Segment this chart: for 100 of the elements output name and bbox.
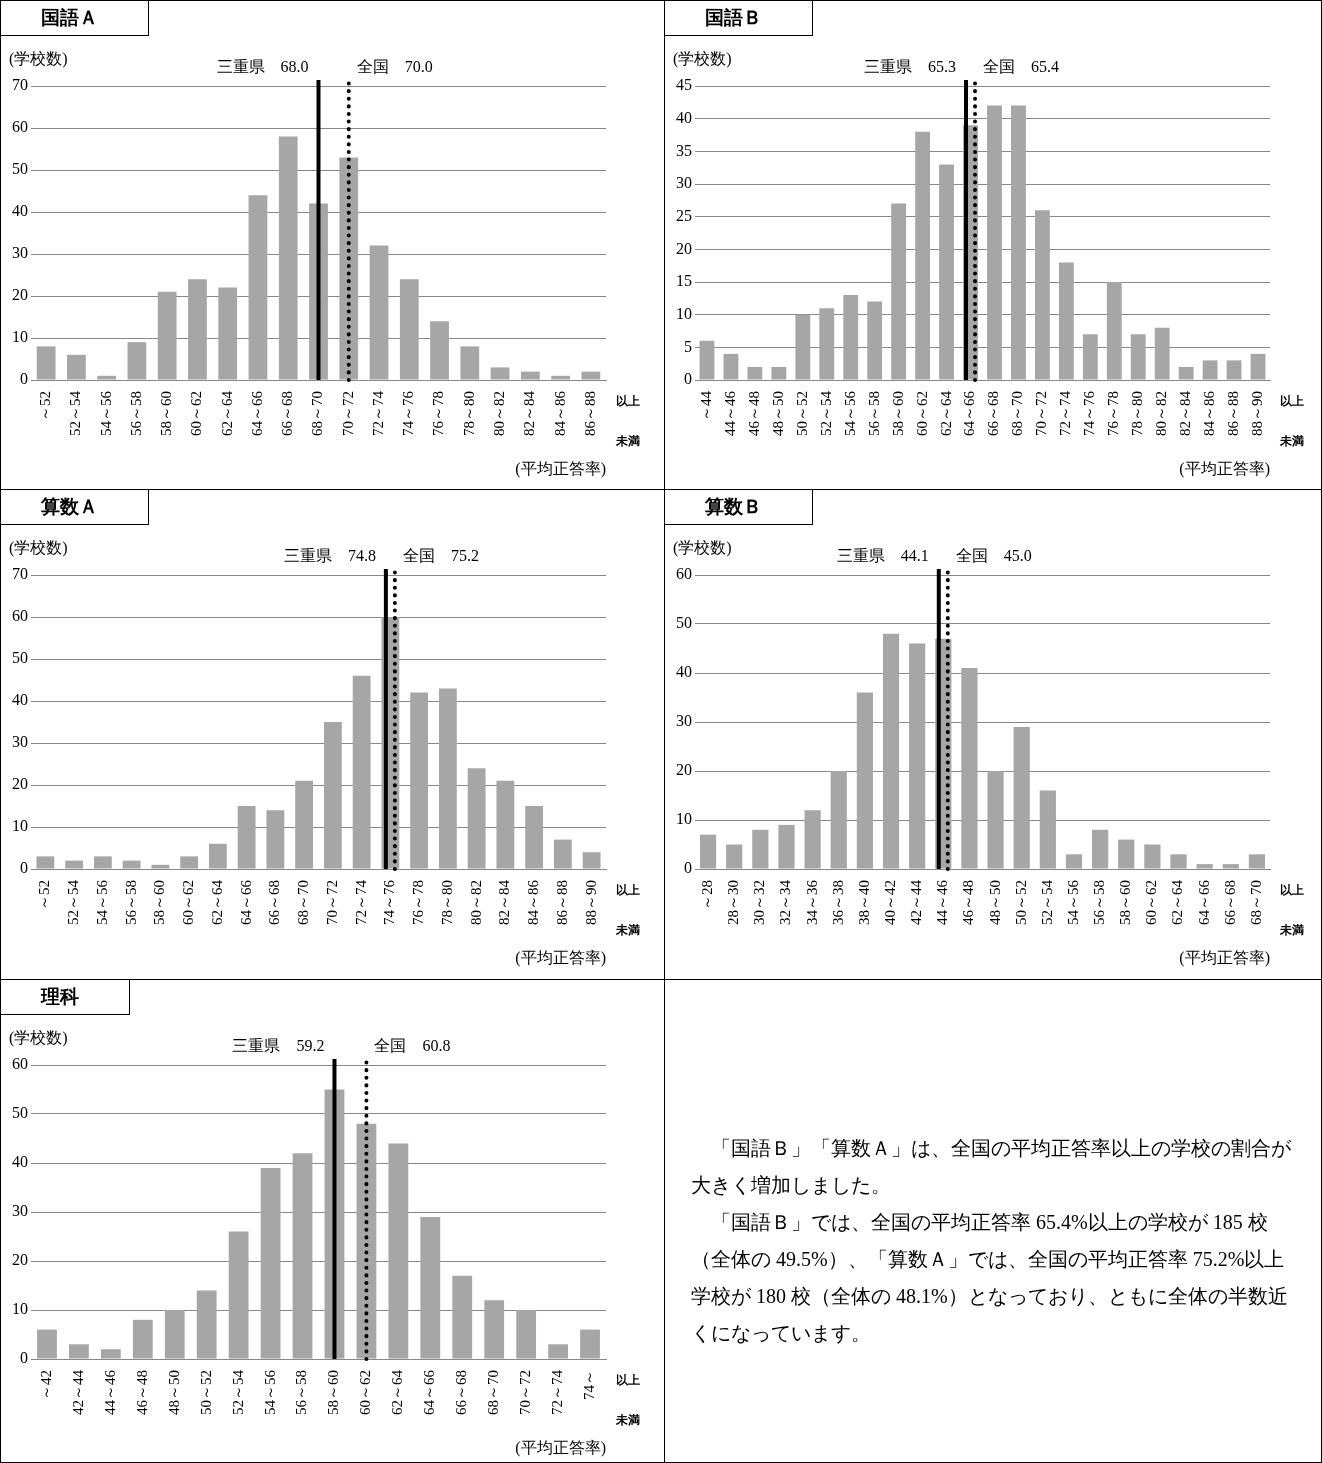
- bar: [1202, 360, 1218, 380]
- bar: [452, 1275, 473, 1359]
- x-tick-label: 50～52: [1012, 880, 1029, 925]
- bar: [180, 856, 199, 869]
- x-tick-label: 74～76: [400, 390, 417, 436]
- bar: [1222, 864, 1239, 869]
- bar: [188, 279, 207, 380]
- y-axis-title: (学校数): [9, 1029, 68, 1048]
- bar: [352, 675, 371, 869]
- x-tick-label: 58～60: [889, 391, 906, 436]
- x-tick-label: 62～64: [218, 390, 235, 436]
- bar: [196, 1290, 217, 1359]
- x-tick-label: 64～66: [1195, 879, 1212, 925]
- bar: [771, 366, 787, 380]
- x-tick-label: 82～84: [521, 390, 538, 436]
- bar: [804, 810, 821, 869]
- x-tick-label: 62～64: [1169, 879, 1186, 925]
- x-tick-label: 66～68: [266, 880, 283, 925]
- text: 未満: [1279, 434, 1304, 449]
- y-tick-label: 10: [676, 304, 692, 322]
- bar: [856, 692, 873, 869]
- x-tick-label: 42～44: [69, 1369, 86, 1415]
- bar: [323, 722, 342, 869]
- x-tick-label: 66～68: [453, 1370, 470, 1415]
- text: 以上: [616, 1373, 640, 1388]
- y-tick-label: 30: [676, 174, 692, 192]
- x-tick-label: 58～60: [158, 391, 175, 436]
- x-axis-title: (平均正答率): [1179, 460, 1270, 479]
- bar: [278, 136, 298, 380]
- bar: [151, 864, 170, 869]
- y-tick-label: 20: [676, 239, 692, 257]
- x-tick-label: 78～80: [1129, 391, 1146, 436]
- x-tick-label: 36～38: [829, 880, 846, 925]
- x-tick-label: 66～68: [279, 391, 296, 436]
- bar: [843, 295, 859, 380]
- bar: [1082, 334, 1098, 380]
- bar: [67, 354, 86, 380]
- x-tick-label: 76～78: [410, 880, 427, 925]
- x-tick-label: 56～58: [865, 391, 882, 436]
- bar: [882, 633, 900, 869]
- y-tick-label: 50: [12, 1104, 28, 1122]
- ref-line-label: 三重県 44.1: [836, 547, 929, 565]
- x-tick-label: 48～50: [986, 880, 1003, 925]
- x-tick-label: 80～82: [1153, 391, 1170, 436]
- y-tick-label: 50: [676, 614, 692, 632]
- bar: [1170, 854, 1187, 869]
- x-tick-label: 46～48: [133, 1370, 150, 1415]
- text: 以上: [1280, 883, 1304, 898]
- y-tick-label: 0: [684, 859, 692, 877]
- y-tick-label: 60: [676, 565, 692, 583]
- bar: [1130, 334, 1146, 380]
- bar: [1250, 353, 1266, 380]
- bar: [723, 353, 739, 380]
- y-tick-label: 0: [20, 370, 28, 388]
- bar: [1118, 839, 1135, 869]
- x-tick-label: 68～70: [295, 880, 312, 925]
- bar: [260, 1167, 281, 1359]
- y-tick-label: 20: [676, 761, 692, 779]
- ref-line-label: 三重県 65.3: [864, 58, 957, 76]
- x-tick-label: 62～64: [937, 390, 954, 436]
- x-tick-label: 64～66: [248, 390, 265, 436]
- y-tick-label: 45: [676, 76, 692, 94]
- x-tick-label: 50～52: [197, 1370, 214, 1415]
- bar: [369, 245, 389, 380]
- x-tick-label: 46～48: [960, 880, 977, 925]
- bar: [218, 287, 238, 380]
- y-tick-label: 30: [676, 712, 692, 730]
- bar: [460, 346, 480, 380]
- x-tick-label: 56～58: [122, 880, 139, 925]
- bar: [467, 768, 486, 869]
- bar: [228, 1231, 249, 1359]
- bar: [525, 806, 544, 869]
- bar: [795, 314, 811, 380]
- x-tick-label: 58～60: [151, 880, 168, 925]
- x-tick-label: 32～34: [777, 879, 794, 925]
- x-tick-label: 40～42: [881, 880, 898, 925]
- bar: [97, 375, 117, 380]
- x-tick-label: 44～46: [721, 390, 738, 436]
- y-tick-label: 40: [676, 108, 692, 126]
- x-tick-label: 54～56: [97, 390, 114, 436]
- x-tick-label: ～44: [697, 390, 714, 421]
- x-tick-label: 68～70: [309, 391, 326, 436]
- x-tick-label: 60～62: [357, 1370, 374, 1415]
- bar: [1058, 262, 1074, 380]
- x-tick-label: 64～66: [421, 1369, 438, 1415]
- bar: [1248, 854, 1266, 869]
- text: 以上: [616, 394, 640, 409]
- bar: [266, 810, 285, 869]
- bar: [132, 1319, 153, 1359]
- ref-line-label: 三重県 68.0: [216, 58, 309, 76]
- ref-line-label: 三重県 59.2: [232, 1037, 325, 1055]
- bar: [891, 203, 907, 380]
- x-axis-title: (平均正答率): [515, 1439, 606, 1458]
- bar: [580, 1329, 600, 1359]
- bar: [36, 346, 56, 380]
- x-tick-label: 58～60: [325, 1370, 342, 1415]
- bar: [37, 1329, 57, 1359]
- x-tick-label: 82～84: [1177, 390, 1194, 436]
- bar: [915, 131, 931, 380]
- x-tick-label: 42～44: [908, 879, 925, 925]
